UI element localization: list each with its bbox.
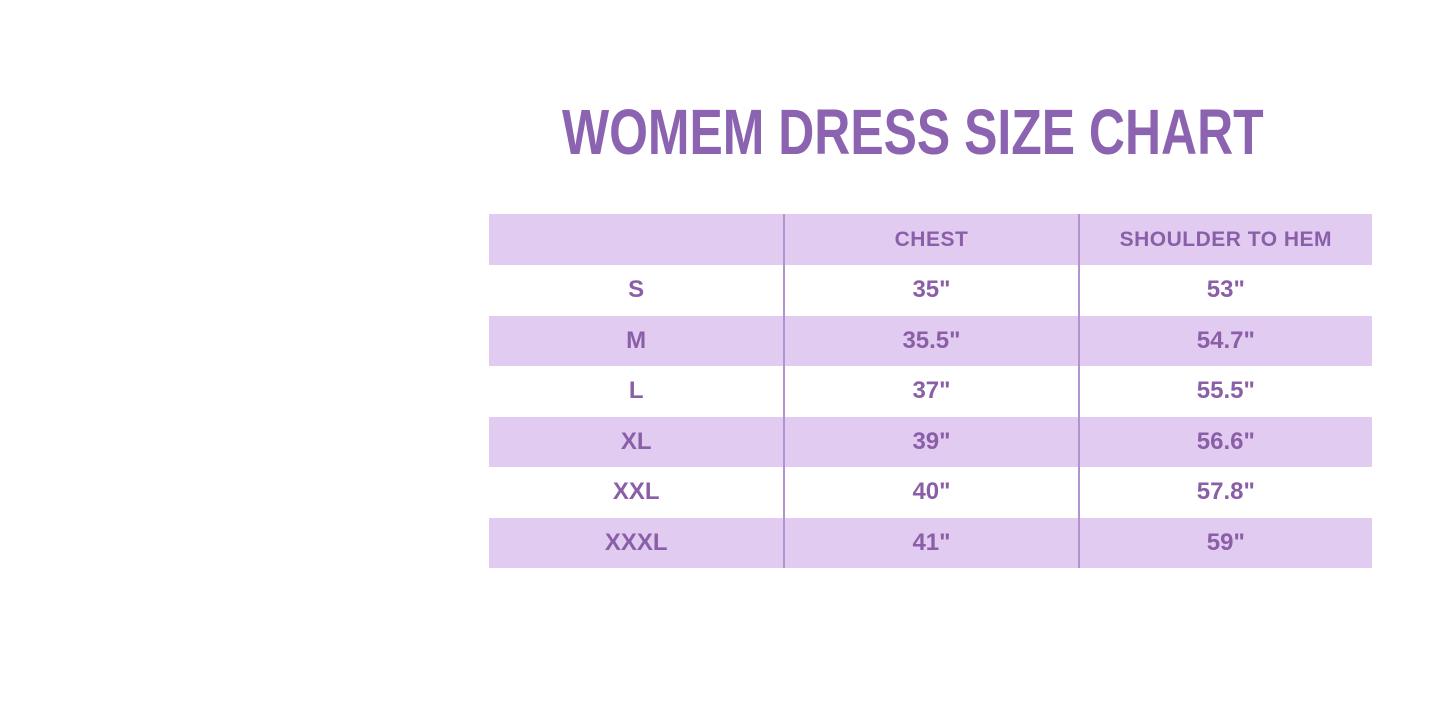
table-row-m: M 35.5" 54.7" (489, 315, 1372, 366)
shoulder-to-hem-value: 56.6" (1077, 416, 1372, 467)
table-row-xl: XL 39" 56.6" (489, 416, 1372, 467)
chest-value: 39" (783, 416, 1077, 467)
size-label: M (626, 326, 647, 354)
chest-value: 35.5" (783, 315, 1077, 366)
size-label: XL (620, 427, 652, 455)
chest-value: 35" (783, 265, 1077, 316)
header-cell-shoulder-to-hem: SHOULDER TO HEM (1077, 214, 1372, 265)
chest-value: 40" (783, 467, 1077, 518)
shoulder-to-hem-value: 53" (1077, 265, 1372, 316)
shoulder-to-hem-value: 59" (1077, 517, 1372, 568)
header-cell-chest: CHEST (783, 214, 1077, 265)
page-title: WOMEM DRESS SIZE CHART (463, 97, 1346, 167)
chest-value: 41" (783, 517, 1077, 568)
table-header-row: CHEST SHOULDER TO HEM (489, 214, 1372, 265)
page-title-text: WOMEM DRESS SIZE CHART (561, 95, 1264, 168)
size-label: S (628, 276, 645, 304)
table-row-l: L 37" 55.5" (489, 366, 1372, 417)
size-label: XXL (612, 478, 660, 506)
table-row-xxl: XXL 40" 57.8" (489, 467, 1372, 518)
shoulder-to-hem-value: 55.5" (1077, 366, 1372, 417)
shoulder-to-hem-value: 54.7" (1077, 315, 1372, 366)
size-chart-table: CHEST SHOULDER TO HEM S 35" 53" M 35.5" … (489, 214, 1372, 568)
table-row-xxxl: XXXL 41" 59" (489, 517, 1372, 568)
header-cell-size (489, 214, 783, 265)
shoulder-to-hem-value: 57.8" (1077, 467, 1372, 518)
chest-value: 37" (783, 366, 1077, 417)
size-label: L (628, 377, 644, 405)
size-label: XXXL (604, 528, 668, 556)
table-row-s: S 35" 53" (489, 265, 1372, 316)
